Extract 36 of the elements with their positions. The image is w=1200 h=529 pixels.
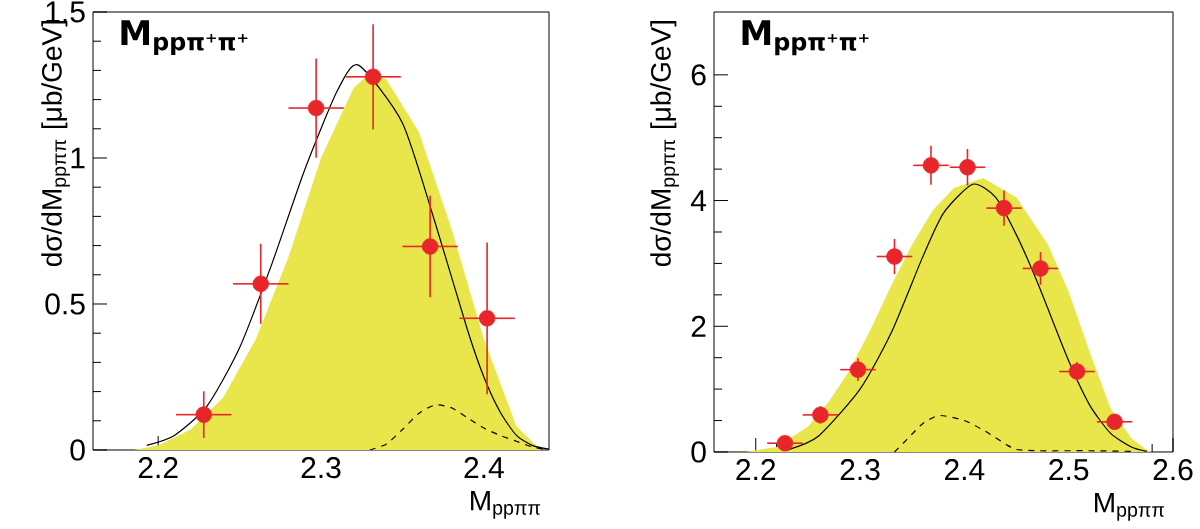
point bbox=[307, 99, 325, 117]
point bbox=[1106, 413, 1123, 431]
x-axis-title: M$_{ppππ}$ bbox=[471, 491, 541, 519]
y-axis-title: dσ/dM$_{ppππ}$ [μb/GeV] bbox=[41, 21, 70, 267]
chart-title: M$_{ppπ⁺π⁺}$ bbox=[742, 20, 869, 56]
y-tick-label: 6 bbox=[691, 64, 706, 86]
point bbox=[812, 406, 829, 424]
x-tick-label: 2.3 bbox=[301, 457, 341, 479]
x-tick-label: 2.5 bbox=[1049, 459, 1089, 481]
y-tick-label: 4 bbox=[690, 190, 707, 211]
point bbox=[364, 68, 382, 86]
point bbox=[421, 238, 439, 255]
point bbox=[886, 248, 903, 265]
point bbox=[922, 157, 940, 174]
y-tick-label: 1 bbox=[71, 147, 85, 169]
y-tick-label: 2 bbox=[691, 315, 706, 337]
point bbox=[195, 406, 212, 423]
point bbox=[1032, 260, 1049, 277]
x-tick-label: 2.4 bbox=[464, 457, 504, 478]
point bbox=[776, 434, 794, 452]
x-tick-label: 2.4 bbox=[945, 459, 985, 480]
x-tick-label: 2.2 bbox=[736, 459, 776, 480]
point bbox=[478, 310, 496, 327]
y-tick-label: 0.5 bbox=[45, 293, 85, 315]
chart-title: M$_{ppπ⁺π⁺}$ bbox=[121, 20, 248, 56]
point bbox=[849, 361, 867, 378]
x-tick-label: 2.3 bbox=[840, 459, 880, 481]
y-tick-label: 0 bbox=[691, 441, 706, 463]
x-axis-title: M$_{ppππ}$ bbox=[1095, 493, 1165, 521]
x-tick-label: 2.6 bbox=[1153, 459, 1193, 481]
x-tick-label: 2.2 bbox=[138, 457, 178, 478]
point bbox=[959, 159, 976, 176]
y-tick-label: 0 bbox=[70, 439, 85, 461]
point bbox=[252, 275, 269, 293]
y-axis-title: dσ/dM$_{ppππ}$ [μb/GeV] bbox=[650, 21, 679, 267]
point bbox=[995, 199, 1013, 217]
